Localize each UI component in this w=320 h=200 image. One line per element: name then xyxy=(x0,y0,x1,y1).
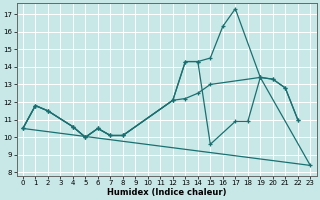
X-axis label: Humidex (Indice chaleur): Humidex (Indice chaleur) xyxy=(107,188,226,197)
